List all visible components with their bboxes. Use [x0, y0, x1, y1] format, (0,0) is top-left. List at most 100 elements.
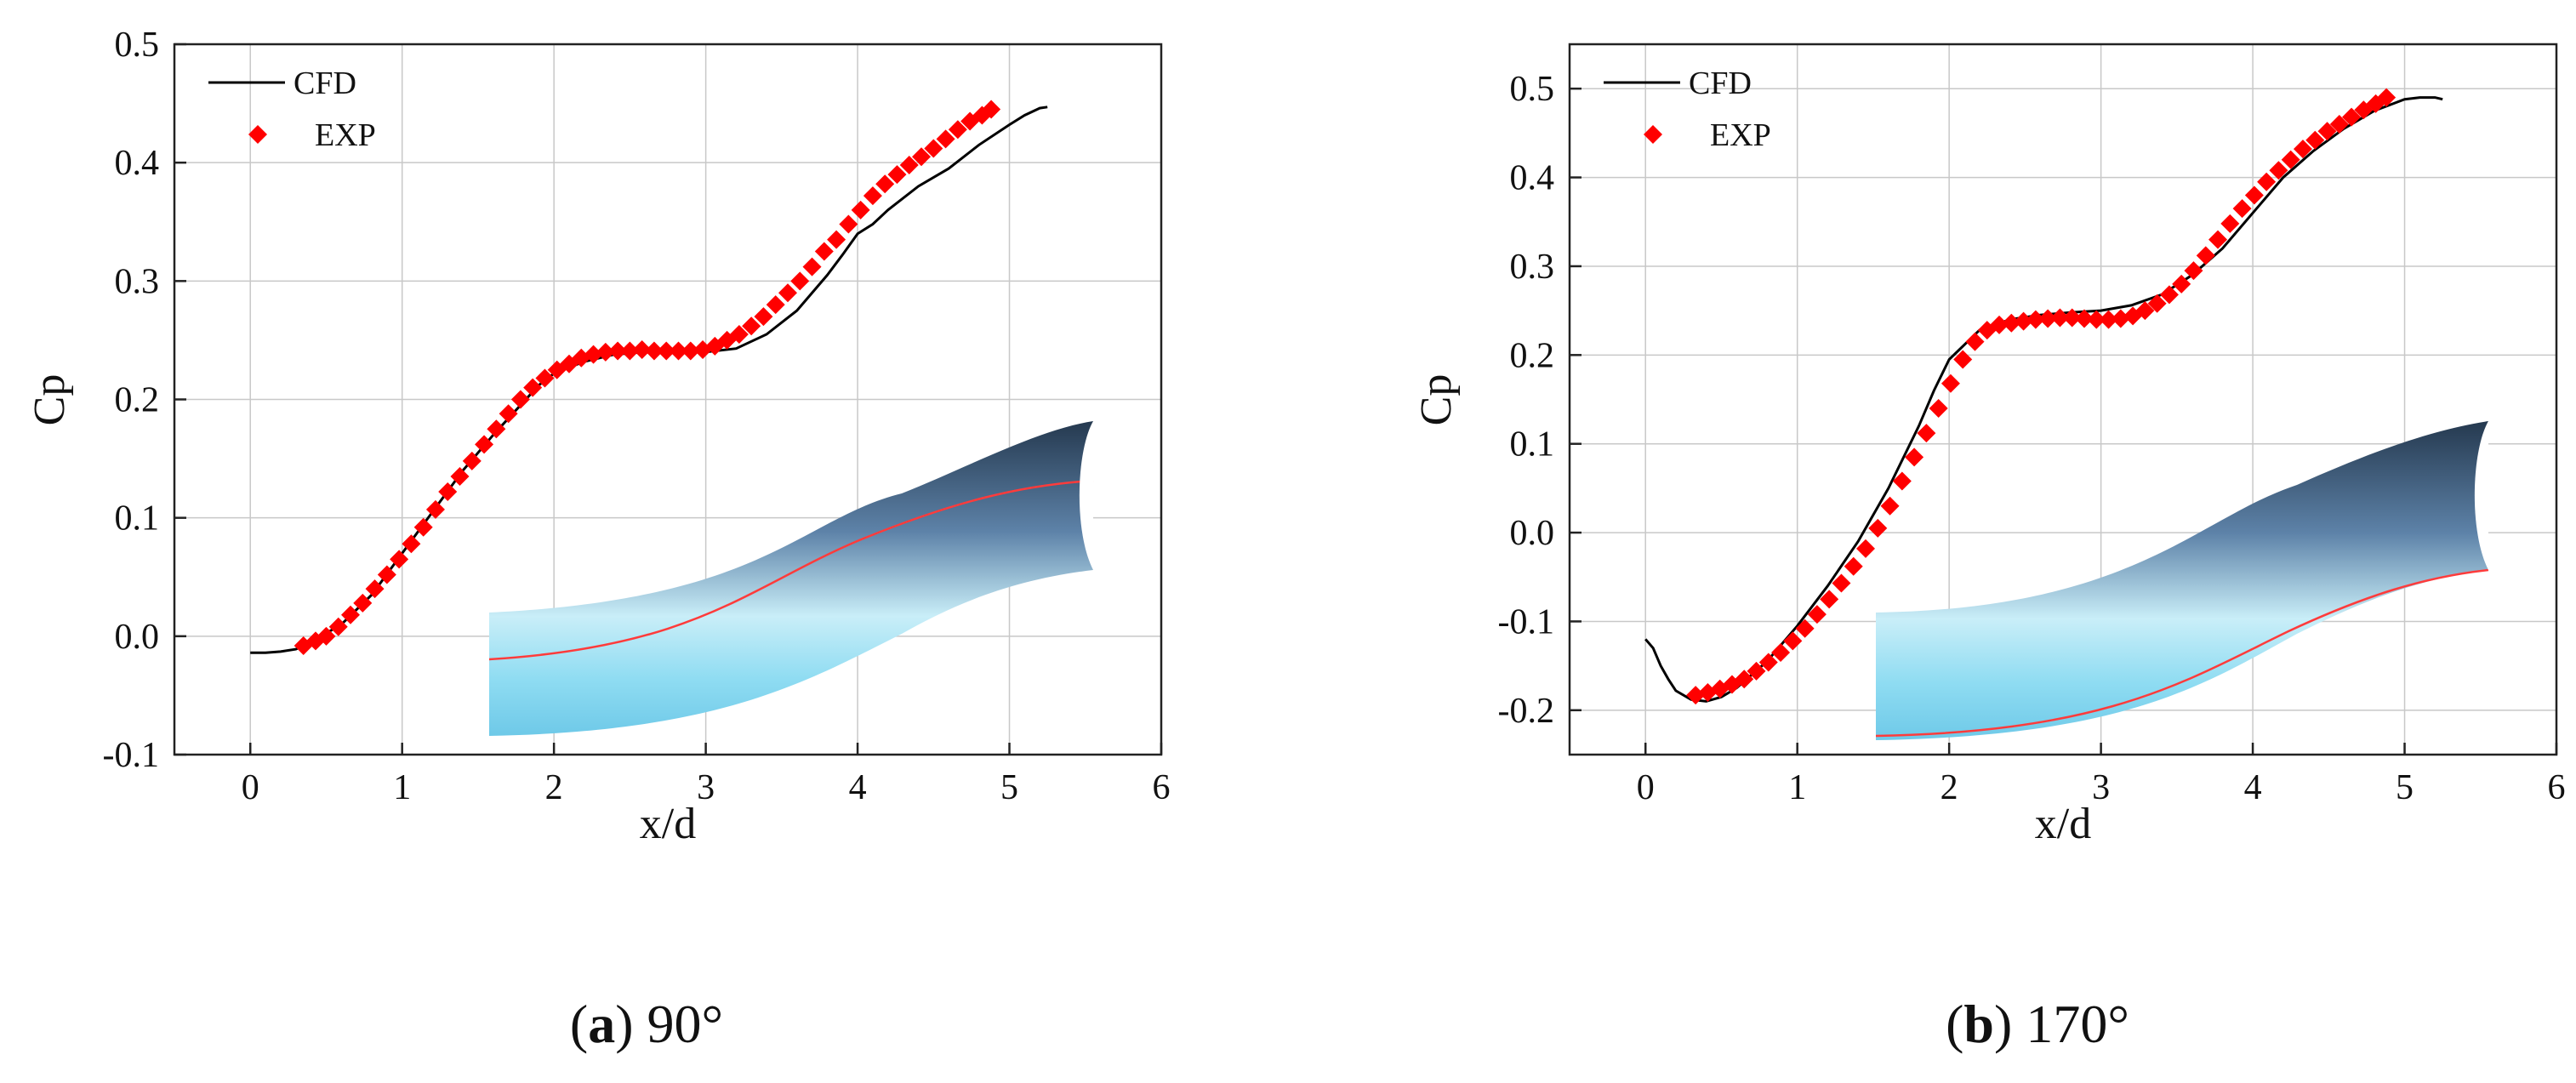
data-point-exp [2159, 285, 2179, 305]
data-point-exp [2050, 308, 2070, 328]
data-point-exp [620, 341, 640, 361]
data-point-exp [1807, 605, 1827, 624]
data-point-exp [2281, 150, 2300, 169]
data-point-exp [742, 316, 761, 336]
data-point-exp [802, 257, 822, 276]
data-point-exp [1832, 573, 1851, 593]
data-point-exp [584, 345, 603, 364]
data-point-exp [982, 100, 1001, 119]
panel-angle-b: 170° [2026, 994, 2129, 1054]
data-point-exp [475, 435, 494, 454]
pipe-inset-end-cap [1079, 421, 1093, 570]
data-point-exp [596, 342, 615, 362]
pipe-inset-end-cap [2474, 421, 2488, 570]
data-point-exp [1892, 471, 1912, 491]
pipe-inset-red-line [1875, 568, 2489, 738]
x-tick-label: 4 [2244, 768, 2262, 807]
legend-exp-marker [1644, 125, 1662, 144]
x-tick-label: 5 [2396, 768, 2414, 807]
data-point-exp [1758, 653, 1778, 672]
data-point-exp [413, 517, 433, 537]
data-point-exp [778, 283, 797, 303]
data-point-exp [2135, 301, 2155, 321]
data-point-exp [632, 340, 652, 360]
data-point-exp [316, 626, 336, 646]
y-tick-label: 0.0 [115, 618, 160, 657]
data-point-exp [766, 295, 785, 315]
data-point-exp [2377, 88, 2396, 107]
legend-cfd-label: CFD [1689, 66, 1752, 101]
y-tick-label: 0.4 [1510, 159, 1555, 198]
x-tick-label: 0 [1637, 768, 1655, 807]
y-tick-label: -0.2 [1498, 692, 1555, 731]
data-point-exp [2244, 185, 2264, 205]
data-point-exp [1965, 332, 1985, 351]
data-point-exp [2062, 308, 2082, 328]
y-tick-label: 0.3 [115, 262, 160, 301]
data-point-exp [1953, 350, 1973, 369]
panel-letter-b: b [1963, 994, 1994, 1054]
data-point-exp [1795, 618, 1815, 638]
x-axis-title: x/d [2035, 800, 2091, 848]
legend-exp-marker [248, 125, 267, 144]
data-point-exp [2111, 309, 2130, 328]
data-point-exp [2329, 114, 2349, 134]
data-point-exp [1735, 670, 1754, 689]
y-tick-label: 0.3 [1510, 248, 1555, 287]
data-point-exp [608, 341, 628, 361]
data-point-exp [2196, 246, 2215, 265]
data-point-exp [462, 451, 482, 470]
data-point-exp [814, 242, 834, 261]
y-tick-label: 0.1 [115, 499, 160, 539]
data-point-exp [438, 482, 458, 502]
data-point-exp [1905, 447, 1924, 467]
pipe-inset-body [1876, 421, 2488, 740]
data-point-exp [523, 378, 543, 397]
panel-letter-a: a [588, 994, 615, 1054]
data-point-exp [1820, 590, 1839, 609]
data-point-exp [402, 534, 421, 554]
legend-exp-label: EXP [1710, 117, 1771, 153]
data-point-exp [899, 155, 919, 174]
data-point-exp [2014, 311, 2033, 331]
data-point-exp [887, 165, 907, 185]
data-point-exp [1868, 518, 1888, 538]
panel-angle-a: 90° [647, 994, 724, 1054]
data-point-exp [1856, 539, 1875, 558]
data-point-exp [1844, 556, 1863, 576]
data-point-exp [1686, 686, 1706, 705]
x-tick-label: 0 [242, 768, 259, 807]
data-point-exp [2087, 310, 2106, 329]
data-point-exp [425, 499, 445, 519]
data-point-exp [2099, 310, 2118, 329]
legend-cfd-label: CFD [294, 66, 356, 101]
data-point-exp [2074, 309, 2094, 328]
data-point-exp [1917, 424, 1936, 443]
legend-exp-label: EXP [315, 117, 376, 153]
y-axis-title: Cp [1412, 374, 1461, 426]
x-axis-title: x/d [640, 800, 696, 848]
data-point-exp [2232, 199, 2252, 219]
x-tick-label: 3 [2092, 768, 2110, 807]
data-point-exp [681, 341, 700, 361]
data-point-exp [863, 186, 882, 206]
y-tick-label: 0.0 [1510, 514, 1555, 553]
data-point-exp [2147, 294, 2167, 313]
panel-caption-a: (a) 90° [570, 994, 723, 1054]
data-point-exp [2172, 274, 2191, 294]
data-point-exp [644, 341, 664, 361]
data-point-exp [729, 324, 749, 344]
x-tick-label: 6 [1153, 768, 1171, 807]
pipe-inset [488, 421, 1094, 736]
data-point-exp [669, 341, 688, 361]
x-tick-label: 5 [1000, 768, 1018, 807]
axes: 0 1 2 3 4 5 6 -0.2 -0.1 0.0 0.1 0.2 0.3 0.4 0.5 [1498, 43, 2566, 807]
data-point-exp [948, 120, 967, 140]
data-point-exp [341, 605, 361, 624]
data-point-exp [790, 271, 810, 291]
y-tick-label: 0.5 [115, 26, 160, 65]
data-point-exp [2184, 261, 2203, 281]
data-point-exp [2002, 313, 2021, 333]
x-tick-label: 2 [545, 768, 563, 807]
